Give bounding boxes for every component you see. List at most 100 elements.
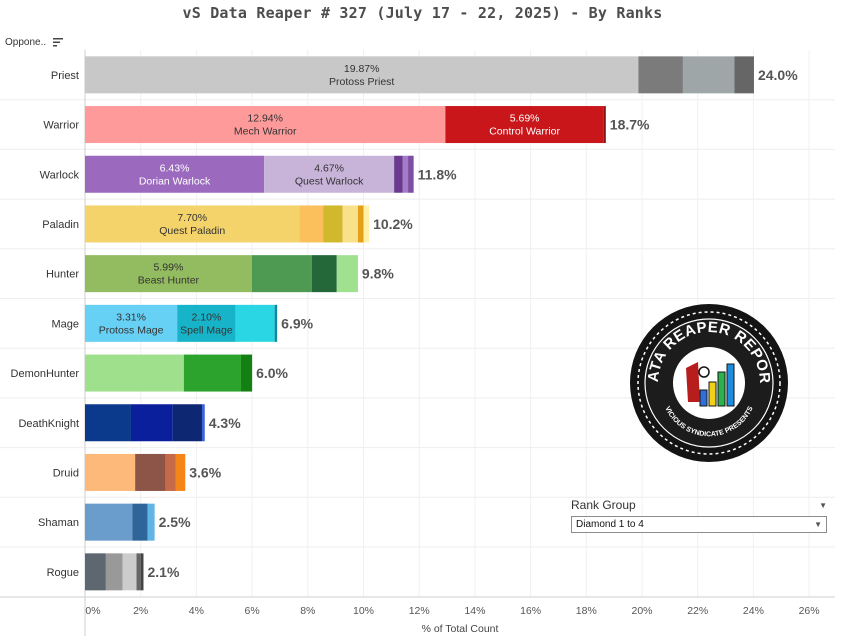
bar-segment <box>105 553 123 591</box>
category-label: Shaman <box>38 517 79 529</box>
bar-segment <box>85 56 639 94</box>
data-reaper-report-logo: DATA REAPER REPORT VICIOUS SYNDICATE PRE… <box>622 289 790 464</box>
bar-segment <box>85 205 300 243</box>
bar-segment <box>136 553 141 591</box>
bar-segment <box>85 304 178 342</box>
rank-group-filter[interactable]: Rank Group ▼ Diamond 1 to 4 ▼ <box>571 497 827 533</box>
segment-value-label: 6.43% <box>160 162 190 174</box>
bar-segment <box>172 404 202 442</box>
bar-segment <box>299 205 324 243</box>
segment-name-label: Mech Warrior <box>234 126 297 138</box>
segment-name-label: Spell Mage <box>180 324 233 336</box>
sort-header-label: Oppone.. <box>5 37 47 48</box>
total-label: 11.8% <box>418 166 457 182</box>
bar-segment <box>122 553 137 591</box>
bar-segment <box>251 255 312 293</box>
x-tick-label: 18% <box>576 605 597 617</box>
segment-value-label: 12.94% <box>247 113 283 125</box>
sort-icon[interactable] <box>52 38 63 50</box>
bar-segment <box>638 56 683 94</box>
segment-name-label: Protoss Mage <box>99 324 164 336</box>
bar-segment <box>147 503 155 541</box>
x-tick-label: 24% <box>743 605 764 617</box>
logo-bar <box>726 363 735 407</box>
logo-bar <box>699 389 708 407</box>
bar-segment <box>336 255 358 293</box>
bar-segment <box>274 304 278 342</box>
bar-segment <box>183 354 241 392</box>
x-tick-label: 4% <box>189 605 204 617</box>
category-label: DemonHunter <box>11 368 80 380</box>
logo-bar <box>717 371 726 407</box>
bar-segment <box>408 155 414 193</box>
bar-segment <box>85 453 136 491</box>
bar-segment <box>363 205 370 243</box>
segment-name-label: Quest Warlock <box>295 175 364 187</box>
bar-segment <box>402 155 409 193</box>
x-tick-label: 12% <box>409 605 430 617</box>
bar-segment <box>85 553 106 591</box>
x-tick-label: 2% <box>133 605 148 617</box>
segment-value-label: 4.67% <box>314 162 344 174</box>
x-tick-label: 10% <box>353 605 374 617</box>
x-tick-label: 16% <box>520 605 541 617</box>
total-label: 6.0% <box>256 365 288 381</box>
segment-name-label: Quest Paladin <box>159 225 225 237</box>
bar-segment <box>734 56 754 94</box>
category-label: Paladin <box>42 219 79 231</box>
segment-value-label: 7.70% <box>177 212 207 224</box>
bar-segment <box>140 553 144 591</box>
x-tick-label: 26% <box>799 605 820 617</box>
bar-segment <box>175 453 186 491</box>
bar-segment <box>235 304 275 342</box>
bar-segment <box>240 354 253 392</box>
category-label: Priest <box>51 70 79 82</box>
total-label: 10.2% <box>373 216 413 232</box>
bar-segment <box>682 56 735 94</box>
segment-value-label: 5.99% <box>154 262 184 274</box>
total-label: 6.9% <box>281 315 313 331</box>
bar-segment <box>85 155 265 193</box>
filter-menu-caret-icon[interactable]: ▼ <box>819 500 827 510</box>
sort-header[interactable]: Oppone.. <box>5 37 63 50</box>
total-label: 18.7% <box>610 117 650 133</box>
total-label: 24.0% <box>758 67 798 83</box>
category-label: Hunter <box>46 269 79 281</box>
segment-value-label: 19.87% <box>344 63 380 75</box>
bar-segment <box>445 106 604 144</box>
chevron-down-icon[interactable]: ▼ <box>814 520 822 529</box>
logo-bar <box>708 381 717 407</box>
segment-name-label: Protoss Priest <box>329 76 394 88</box>
x-tick-label: 6% <box>245 605 260 617</box>
total-label: 3.6% <box>189 464 221 480</box>
bar-segment <box>264 155 395 193</box>
segment-value-label: 5.69% <box>510 113 540 125</box>
segment-name-label: Control Warrior <box>489 126 560 138</box>
bar-segment <box>165 453 176 491</box>
x-tick-label: 22% <box>687 605 708 617</box>
rank-group-select[interactable]: Diamond 1 to 4 ▼ <box>571 516 827 533</box>
bar-segment <box>357 205 364 243</box>
x-tick-label: 8% <box>300 605 315 617</box>
bar-segment <box>85 404 131 442</box>
segment-name-label: Beast Hunter <box>138 275 200 287</box>
total-label: 2.5% <box>159 514 191 530</box>
total-label: 2.1% <box>147 564 179 580</box>
bar-segment <box>201 404 205 442</box>
total-label: 4.3% <box>209 415 241 431</box>
bar-segment <box>130 404 173 442</box>
bar-segment <box>135 453 166 491</box>
total-label: 9.8% <box>362 266 394 282</box>
bar-segment <box>342 205 358 243</box>
category-label: Mage <box>51 318 79 330</box>
bar-segment <box>85 354 184 392</box>
bar-segment <box>85 255 252 293</box>
segment-name-label: Dorian Warlock <box>139 175 211 187</box>
bar-segment <box>132 503 148 541</box>
bar-segment <box>85 106 446 144</box>
category-label: Druid <box>53 467 79 479</box>
category-label: Warrior <box>43 120 79 132</box>
rank-group-selected-value: Diamond 1 to 4 <box>576 519 644 530</box>
category-label: Rogue <box>47 567 79 579</box>
